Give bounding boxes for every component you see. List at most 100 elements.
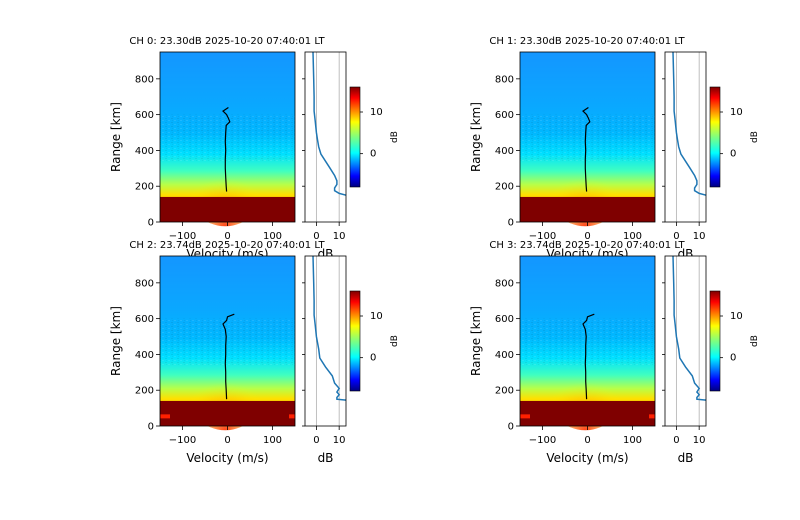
y-tick-label: 600 [495,110,514,121]
profile-x-tick-label: 10 [333,231,346,242]
colorbar-gradient [709,290,721,392]
heatmap-edge-mark-right [649,414,655,419]
y-tick-label: 0 [148,218,154,229]
y-tick-label: 400 [135,350,154,361]
colorbar-tick-label: 10 [370,107,383,118]
channel-panel-0: CH 0: 23.30dB 2025-10-20 07:40:01 LT 0 200… [109,36,400,261]
colorbar-tick-label: 0 [730,353,736,364]
colorbar-gradient [709,86,721,188]
profile-x-tick-label: 0 [673,435,679,446]
x-tick-label: 0 [224,231,230,242]
profile-line [672,255,707,401]
y-tick-label: 200 [495,386,514,397]
y-tick-label: 200 [135,386,154,397]
colorbar: 0 10 dB [349,290,400,392]
x-tick-label: −100 [529,231,556,242]
colorbar-label: dB [390,131,400,143]
profile-x-tick-label: 0 [313,435,319,446]
colorbar-gradient [349,86,361,188]
y-tick-label: 0 [508,422,514,433]
colorbar-tick-label: 10 [370,311,383,322]
colorbar-tick-label: 10 [730,311,743,322]
y-tick-label: 200 [495,182,514,193]
channel-panel-3: CH 3: 23.74dB 2025-10-20 07:40:01 LT 0 200… [469,240,760,465]
y-tick-label: 200 [135,182,154,193]
y-tick-label: 800 [135,74,154,85]
power-profile: 0 10 dB [662,255,707,465]
x-tick-label: −100 [169,231,196,242]
doppler-line [222,107,231,192]
channel-panel-2: CH 2: 23.74dB 2025-10-20 07:40:01 LT 0 200… [109,240,400,465]
y-tick-label: 400 [135,146,154,157]
x-tick-label: −100 [529,435,556,446]
x-tick-label: 100 [623,231,642,242]
colorbar: 0 10 dB [709,86,760,188]
profile-frame [304,255,347,427]
heatmap-edge-mark-left [520,414,530,419]
heatmap-near-range-band [160,400,295,426]
profile-line [672,51,707,196]
x-tick-label: 0 [584,231,590,242]
profile-line [312,255,347,401]
doppler-line [222,313,235,400]
y-tick-label: 0 [508,218,514,229]
heatmap-edge-mark-left [160,414,170,419]
profile-x-axis-label: dB [678,451,694,465]
profile-x-tick-label: 0 [313,231,319,242]
colorbar-tick-label: 0 [370,149,376,160]
spectrogram-heatmap [159,51,296,227]
panel-title: CH 3: 23.74dB 2025-10-20 07:40:01 LT [489,240,685,251]
profile-background [305,256,346,426]
profile-x-tick-label: 10 [693,435,706,446]
channel-panel-1: CH 1: 23.30dB 2025-10-20 07:40:01 LT 0 200… [469,36,760,261]
x-tick-label: 100 [263,231,282,242]
y-axis-label: Range [km] [469,306,483,376]
y-tick-label: 800 [495,278,514,289]
profile-frame [304,51,347,223]
y-tick-label: 0 [148,422,154,433]
x-tick-label: 0 [584,435,590,446]
doppler-line [582,313,595,400]
profile-background [665,256,706,426]
panel-title: CH 1: 23.30dB 2025-10-20 07:40:01 LT [489,36,685,47]
y-tick-label: 800 [495,74,514,85]
y-axis-label: Range [km] [469,102,483,172]
colorbar-tick-label: 10 [730,107,743,118]
x-tick-label: −100 [169,435,196,446]
profile-background [305,52,346,222]
panel-title: CH 0: 23.30dB 2025-10-20 07:40:01 LT [129,36,325,47]
colorbar: 0 10 dB [349,86,400,188]
heatmap-near-range-band [520,400,655,426]
profile-background [665,52,706,222]
y-axis-label: Range [km] [109,306,123,376]
colorbar-gradient [349,290,361,392]
heatmap-edge-mark-right [289,414,295,419]
profile-line [312,51,347,196]
colorbar-tick-label: 0 [730,149,736,160]
y-tick-label: 400 [495,350,514,361]
colorbar: 0 10 dB [709,290,760,392]
profile-frame [664,255,707,427]
y-tick-label: 400 [495,146,514,157]
colorbar-label: dB [750,335,760,347]
colorbar-label: dB [750,131,760,143]
profile-frame [664,51,707,223]
profile-x-axis-label: dB [318,451,334,465]
colorbar-tick-label: 0 [370,353,376,364]
spectrogram-heatmap [519,51,656,227]
x-axis-label: Velocity (m/s) [186,451,268,465]
colorbar-label: dB [390,335,400,347]
y-axis-label: Range [km] [109,102,123,172]
y-tick-label: 600 [495,314,514,325]
doppler-line [582,107,591,192]
heatmap-near-range-band [160,196,295,222]
y-tick-label: 600 [135,314,154,325]
heatmap-near-range-band [520,196,655,222]
x-tick-label: 0 [224,435,230,446]
profile-x-tick-label: 10 [693,231,706,242]
spectrogram-heatmap [159,255,296,431]
